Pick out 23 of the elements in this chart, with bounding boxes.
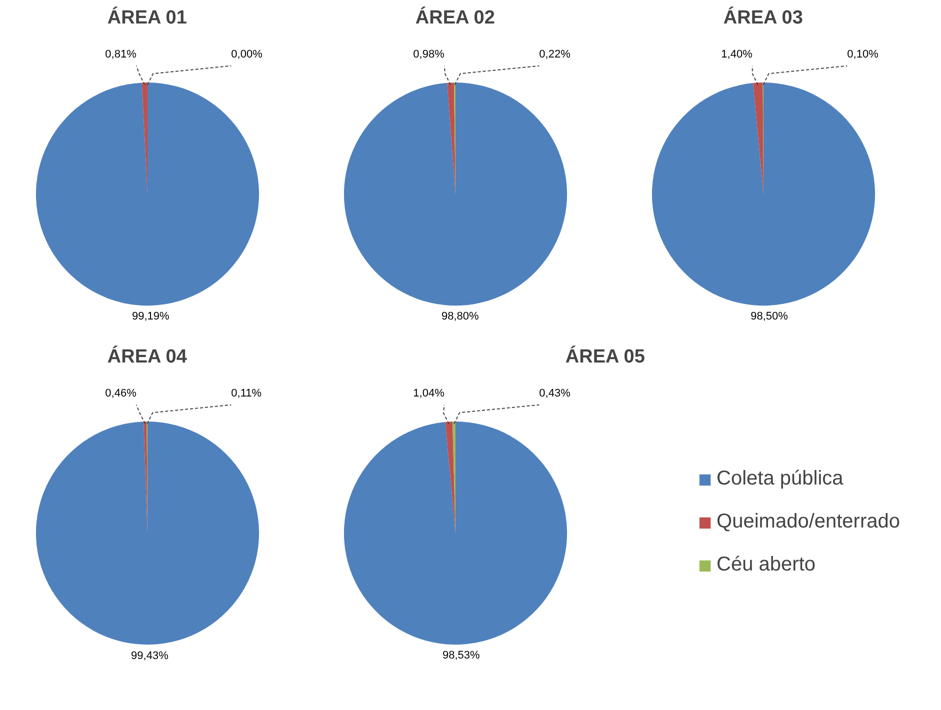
data-label: 0,46%: [105, 387, 137, 400]
legend-label: Queimado/enterrado: [716, 510, 900, 534]
data-label: 0,11%: [231, 387, 262, 400]
data-label: 1,40%: [721, 48, 753, 60]
data-label: 99,43%: [131, 650, 169, 662]
legend-label: Céu aberto: [716, 554, 816, 576]
chart-title: ÁREA 02: [415, 6, 495, 28]
chart-title: ÁREA 05: [565, 346, 646, 368]
text: 0,00%: [231, 48, 262, 60]
data-label: 98,50%: [750, 310, 788, 323]
data-label: 1,04%: [413, 387, 445, 400]
data-label: 0,22%: [539, 48, 571, 60]
data-label: 0,43%: [539, 387, 571, 400]
chart-title: ÁREA 03: [723, 6, 803, 28]
data-label: 99,19%: [132, 310, 170, 323]
legend-label: Coleta pública: [716, 468, 844, 490]
data-label: 0,98%: [413, 48, 445, 60]
chart-title: ÁREA 01: [107, 6, 188, 28]
data-label: 0,10%: [847, 48, 879, 60]
data-label: 98,80%: [441, 310, 479, 323]
chart-title: ÁREA 04: [107, 346, 188, 368]
data-label: 0,81%: [105, 48, 137, 60]
data-label: 98,53%: [442, 650, 480, 662]
